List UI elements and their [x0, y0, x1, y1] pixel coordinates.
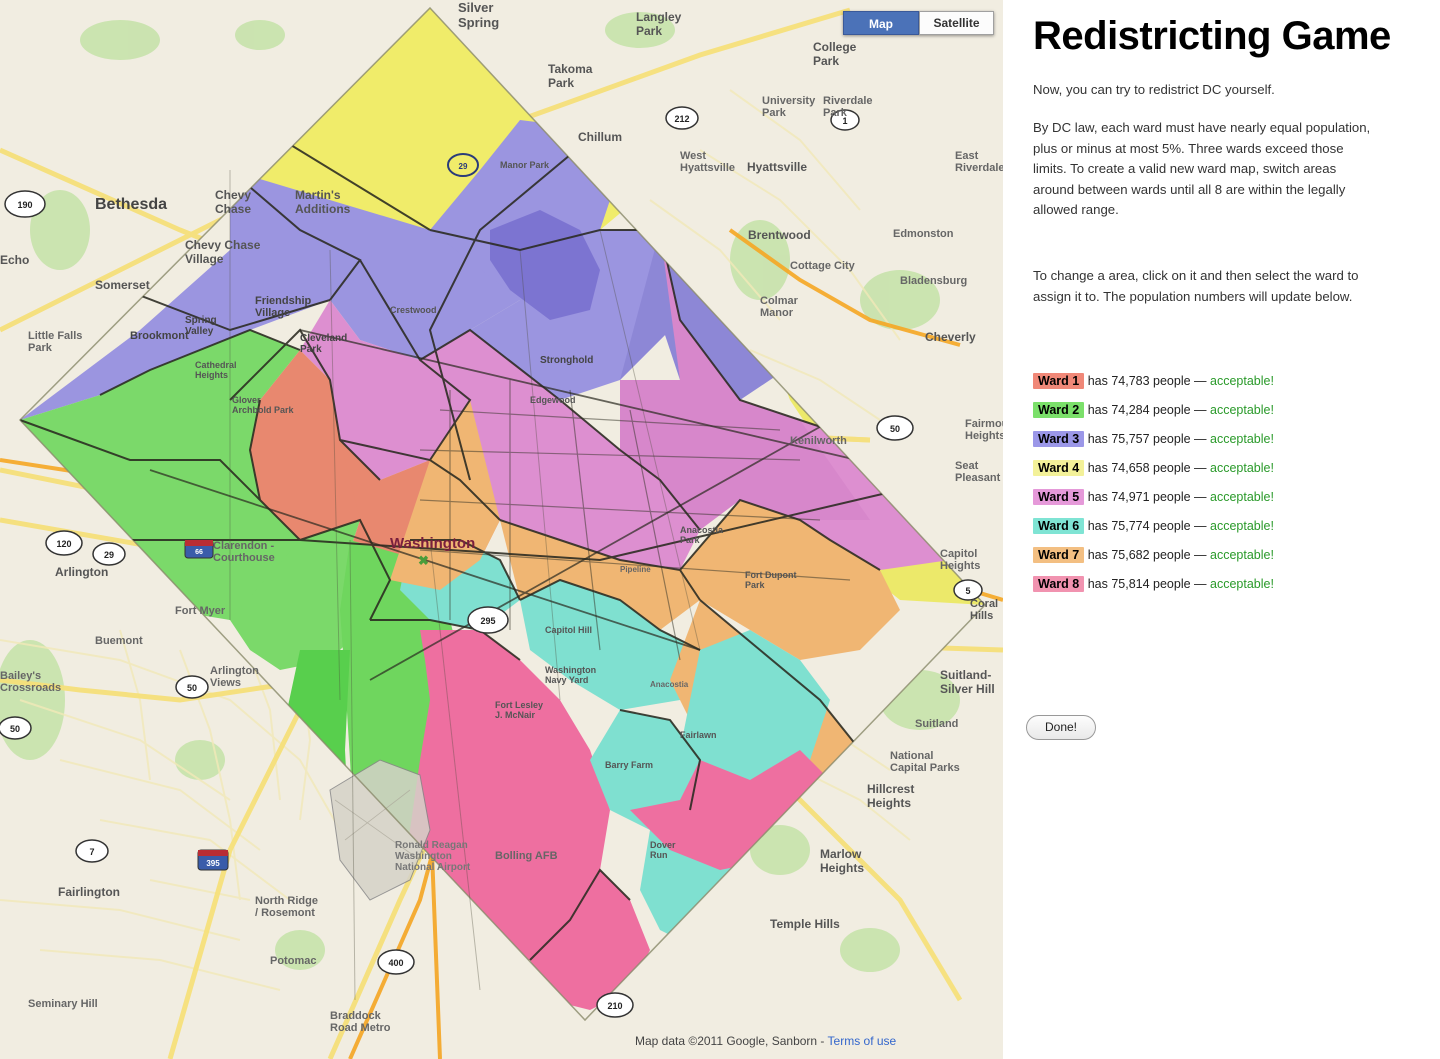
- svg-text:5: 5: [965, 586, 970, 596]
- svg-text:295: 295: [480, 616, 495, 626]
- svg-text:120: 120: [56, 539, 71, 549]
- svg-text:50: 50: [10, 724, 20, 734]
- svg-text:7: 7: [89, 847, 94, 857]
- svg-text:50: 50: [187, 683, 197, 693]
- svg-text:29: 29: [459, 162, 468, 171]
- svg-text:400: 400: [388, 958, 403, 968]
- svg-text:212: 212: [674, 114, 689, 124]
- svg-text:50: 50: [890, 424, 900, 434]
- svg-text:66: 66: [195, 549, 203, 556]
- svg-text:190: 190: [17, 200, 32, 210]
- svg-text:1: 1: [842, 116, 847, 126]
- svg-text:395: 395: [206, 859, 220, 868]
- svg-text:29: 29: [104, 550, 114, 560]
- svg-text:210: 210: [607, 1001, 622, 1011]
